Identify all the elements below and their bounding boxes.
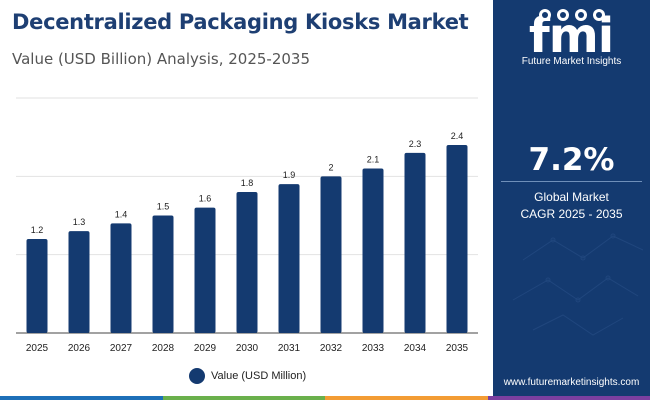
cagr-label-line2: CAGR 2025 - 2035	[520, 207, 623, 221]
website-link[interactable]: www.futuremarketinsights.com	[503, 377, 640, 388]
bar-2033	[362, 168, 384, 333]
divider	[501, 181, 642, 182]
data-label-2034: 2.3	[409, 139, 422, 149]
data-labels: 1.2 1.3 1.4 1.5 1.6 1.8 1.9 2 2.1 2.3 2.4	[31, 131, 464, 235]
bottom-bar-segment	[487, 396, 650, 400]
logo-text: Future Market Insights	[521, 56, 622, 67]
legend-swatch	[189, 368, 205, 384]
data-label-2032: 2	[328, 162, 333, 172]
logo-icons	[539, 9, 605, 21]
x-tick-label-2028: 2028	[152, 343, 175, 354]
bar-2028	[152, 215, 174, 333]
x-tick-label-2026: 2026	[68, 343, 91, 354]
bars	[26, 145, 468, 333]
bar-2027	[110, 223, 132, 333]
bar-2032	[320, 176, 342, 333]
bottom-bar-segment	[0, 396, 163, 400]
bar-chart: 1.2 1.3 1.4 1.5 1.6 1.8 1.9 2 2.1 2.3 2.4 2025 2026…	[16, 97, 478, 354]
bar-2026	[68, 231, 90, 333]
bottom-bar-segment	[325, 396, 488, 400]
x-tick-label-2034: 2034	[404, 343, 427, 354]
fmi-logo: fmi	[529, 8, 614, 64]
data-label-2033: 2.1	[367, 155, 380, 165]
x-axis-labels: 2025 2026 2027 2028 2029 2030 2031 2032 2033 2034…	[26, 343, 469, 354]
data-label-2035: 2.4	[451, 131, 464, 141]
bottom-bar-segment	[162, 396, 325, 400]
x-tick-label-2027: 2027	[110, 343, 133, 354]
data-label-2030: 1.8	[241, 178, 254, 188]
legend-label: Value (USD Million)	[211, 370, 307, 382]
bar-2031	[278, 184, 300, 333]
chart-subtitle: Value (USD Billion) Analysis, 2025-2035	[12, 50, 310, 68]
background-pattern	[512, 233, 644, 336]
x-tick-label-2025: 2025	[26, 343, 49, 354]
x-tick-label-2033: 2033	[362, 343, 385, 354]
x-tick-label-2035: 2035	[446, 343, 469, 354]
legend: Value (USD Million)	[189, 368, 306, 384]
cagr-value: 7.2%	[528, 142, 615, 178]
x-tick-label-2031: 2031	[278, 343, 301, 354]
cagr-label: Global Market CAGR 2025 - 2035	[493, 189, 650, 223]
bar-2025	[26, 239, 48, 333]
bar-2030	[236, 192, 258, 333]
side-panel: fmi Future Market Insights 7.2% Global M…	[493, 0, 650, 400]
bar-2029	[194, 207, 216, 333]
data-label-2026: 1.3	[73, 217, 86, 227]
bar-2035	[446, 145, 468, 333]
chart-title: Decentralized Packaging Kiosks Market	[12, 10, 469, 34]
bar-2034	[404, 152, 426, 333]
x-tick-label-2030: 2030	[236, 343, 259, 354]
data-label-2027: 1.4	[115, 209, 128, 219]
x-tick-label-2029: 2029	[194, 343, 217, 354]
bottom-color-bar	[0, 396, 650, 400]
cagr-label-line1: Global Market	[534, 190, 609, 204]
data-label-2031: 1.9	[283, 170, 296, 180]
data-label-2029: 1.6	[199, 194, 212, 204]
data-label-2028: 1.5	[157, 202, 170, 212]
x-tick-label-2032: 2032	[320, 343, 343, 354]
data-label-2025: 1.2	[31, 225, 44, 235]
